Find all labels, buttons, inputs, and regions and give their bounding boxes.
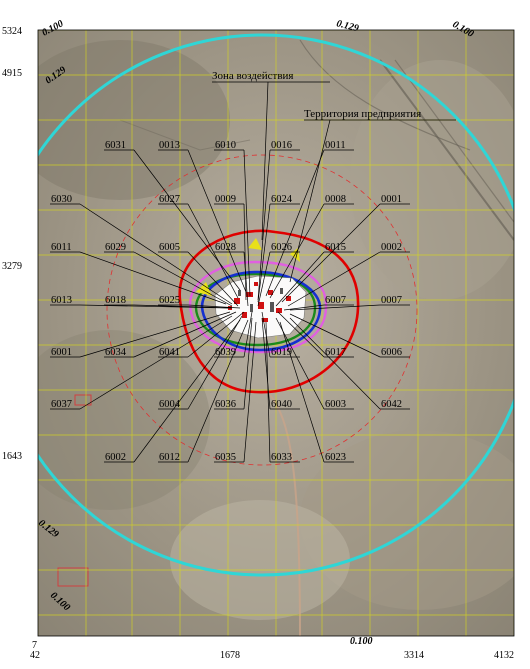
y-tick-label: 3279 <box>2 261 22 272</box>
source-label-6002: 6002 <box>105 452 126 463</box>
source-label-6017: 6017 <box>325 347 346 358</box>
source-labels: 6031 0013 6010 0016 0011 6027 0009 6024 0008 0001… <box>51 140 402 463</box>
source-label-6004: 6004 <box>159 399 181 410</box>
y-tick-label: 4915 <box>2 68 22 79</box>
source-label-6033: 6033 <box>271 452 292 463</box>
source-label-6031: 6031 <box>105 140 126 151</box>
isolines <box>38 33 514 577</box>
x-tick-label: 3314 <box>404 650 424 661</box>
source-label-6026: 6026 <box>271 242 292 253</box>
impact-zone-boundary <box>106 154 418 466</box>
source-label-6039: 6039 <box>215 347 236 358</box>
source-label-6018: 6018 <box>105 295 126 306</box>
isoline-outer <box>38 33 514 577</box>
x-tick-label: 1678 <box>220 650 240 661</box>
y-tick-label: 5324 <box>2 26 22 37</box>
impact-zone-label: Зона воздействия <box>212 70 294 82</box>
source-label-6028: 6028 <box>215 242 236 253</box>
source-label-6034: 6034 <box>105 347 127 358</box>
source-label-6011: 6011 <box>51 242 72 253</box>
source-label-6037: 6037 <box>51 399 72 410</box>
zone-labels: Зона воздействия Территория предприятия <box>212 70 456 283</box>
map-frame <box>37 29 515 637</box>
source-label-6007: 6007 <box>325 295 346 306</box>
source-label-6030: 6030 <box>51 194 72 205</box>
source-label-6035: 6035 <box>215 452 236 463</box>
source-label-6005: 6005 <box>159 242 180 253</box>
territory-label: Территория предприятия <box>304 108 421 120</box>
source-label-6041: 6041 <box>159 347 180 358</box>
iso-label: 0.100 <box>350 636 373 647</box>
source-label-6013: 6013 <box>51 295 72 306</box>
source-label-0009: 0009 <box>215 194 236 205</box>
source-label-0013: 0013 <box>159 140 180 151</box>
y-tick-label: 1643 <box>2 451 22 462</box>
source-label-6040: 6040 <box>271 399 292 410</box>
source-label-6027: 6027 <box>159 194 180 205</box>
source-label-6023: 6023 <box>325 452 346 463</box>
source-label-0011: 0011 <box>325 140 346 151</box>
source-label-0016: 0016 <box>271 140 292 151</box>
buildings <box>238 288 283 312</box>
source-label-6006: 6006 <box>381 347 402 358</box>
coordinate-grid <box>38 30 514 636</box>
source-label-6024: 6024 <box>271 194 293 205</box>
source-label-6025: 6025 <box>159 295 180 306</box>
source-label-6003: 6003 <box>325 399 346 410</box>
source-label-6001: 6001 <box>51 347 72 358</box>
source-label-6010: 6010 <box>215 140 236 151</box>
source-label-6042: 6042 <box>381 399 402 410</box>
source-label-6036: 6036 <box>215 399 236 410</box>
yellow-zone-1 <box>248 238 262 250</box>
source-label-0002: 0002 <box>381 242 402 253</box>
contour-red <box>178 229 360 394</box>
source-label-0008: 0008 <box>325 194 346 205</box>
y-tick-label: 7 <box>32 640 37 651</box>
source-label-0007: 0007 <box>381 295 402 306</box>
source-label-6015: 6015 <box>325 242 346 253</box>
x-axis: 42 1678 3314 4132 <box>30 650 514 661</box>
source-label-6029: 6029 <box>105 242 126 253</box>
x-tick-label: 42 <box>30 650 40 661</box>
contour-blue <box>200 270 322 352</box>
source-leader-lines <box>50 149 410 463</box>
source-label-0001: 0001 <box>381 194 402 205</box>
x-tick-label: 4132 <box>494 650 514 661</box>
y-axis: 5324 4915 3279 1643 7 <box>2 26 37 651</box>
source-label-6019: 6019 <box>271 347 292 358</box>
source-label-6012: 6012 <box>159 452 180 463</box>
